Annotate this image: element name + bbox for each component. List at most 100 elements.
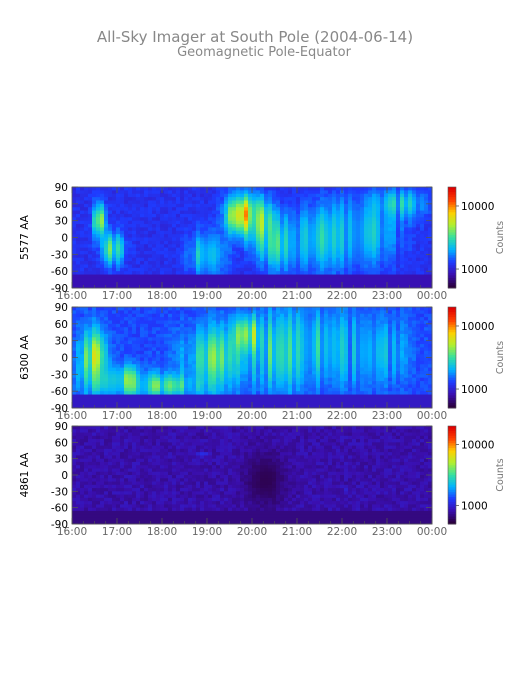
heatmap-cell bbox=[292, 401, 297, 406]
heatmap-cell bbox=[72, 347, 77, 352]
heatmap-cell bbox=[232, 227, 237, 232]
heatmap-cell bbox=[424, 247, 429, 252]
heatmap-cell bbox=[292, 384, 297, 389]
heatmap-cell bbox=[288, 277, 293, 282]
heatmap-cell bbox=[236, 190, 241, 195]
heatmap-cell bbox=[416, 187, 421, 191]
heatmap-cell bbox=[212, 333, 217, 338]
heatmap-cell bbox=[324, 200, 329, 205]
heatmap-cell bbox=[132, 354, 137, 358]
heatmap-cell bbox=[316, 310, 321, 315]
heatmap-cell bbox=[320, 227, 325, 232]
heatmap-cell bbox=[200, 281, 205, 286]
heatmap-cell bbox=[236, 203, 241, 208]
heatmap-cell bbox=[316, 213, 321, 218]
heatmap-cell bbox=[120, 250, 125, 255]
heatmap-cell bbox=[328, 370, 333, 375]
heatmap-cell bbox=[132, 227, 137, 232]
heatmap-cell bbox=[328, 207, 333, 211]
heatmap-cell bbox=[292, 230, 297, 235]
heatmap-cell bbox=[116, 404, 121, 409]
heatmap-cell bbox=[216, 227, 221, 232]
heatmap-cell bbox=[196, 271, 201, 275]
heatmap-cell bbox=[144, 374, 149, 379]
heatmap-cell bbox=[400, 277, 405, 282]
heatmap-cell bbox=[184, 261, 189, 265]
heatmap-cell bbox=[252, 337, 257, 342]
heatmap-cell bbox=[204, 344, 209, 348]
heatmap-cell bbox=[388, 244, 393, 248]
heatmap-cell bbox=[340, 344, 345, 348]
heatmap-cell bbox=[192, 350, 197, 355]
heatmap-cell bbox=[92, 330, 97, 335]
heatmap-cell bbox=[92, 333, 97, 338]
heatmap-cell bbox=[344, 357, 349, 362]
heatmap-cell bbox=[308, 203, 313, 208]
heatmap-cell bbox=[332, 340, 337, 345]
heatmap-cell bbox=[316, 197, 321, 201]
heatmap-cell bbox=[228, 277, 233, 282]
heatmap-cell bbox=[372, 217, 377, 222]
heatmap-cell bbox=[312, 384, 317, 389]
heatmap-cell bbox=[104, 377, 109, 382]
heatmap-cell bbox=[252, 190, 257, 195]
heatmap-cell bbox=[344, 307, 349, 311]
heatmap-cell bbox=[128, 387, 133, 392]
heatmap-cell bbox=[276, 257, 281, 262]
heatmap-cell bbox=[388, 207, 393, 211]
heatmap-cell bbox=[316, 397, 321, 402]
heatmap-cell bbox=[368, 203, 373, 208]
heatmap-cell bbox=[248, 227, 253, 232]
heatmap-cell bbox=[252, 377, 257, 382]
heatmap-cell bbox=[312, 313, 317, 318]
heatmap-cell bbox=[412, 254, 417, 259]
heatmap-cell bbox=[256, 350, 261, 355]
heatmap-cell bbox=[316, 370, 321, 375]
heatmap-cell bbox=[384, 264, 389, 269]
heatmap-cell bbox=[356, 210, 361, 215]
heatmap-cell bbox=[320, 247, 325, 252]
heatmap-cell bbox=[76, 250, 81, 255]
heatmap-cell bbox=[196, 357, 201, 362]
heatmap-cell bbox=[108, 401, 113, 406]
heatmap-cell bbox=[268, 340, 273, 345]
heatmap-cell bbox=[328, 364, 333, 368]
heatmap-cell bbox=[396, 247, 401, 252]
heatmap-cell bbox=[288, 244, 293, 248]
heatmap-cell bbox=[428, 234, 433, 238]
heatmap-cell bbox=[156, 274, 161, 279]
heatmap-cell bbox=[220, 224, 225, 228]
heatmap-cell bbox=[172, 220, 177, 225]
heatmap-cell bbox=[352, 354, 357, 358]
heatmap-cell bbox=[280, 203, 285, 208]
colorbar-segment bbox=[448, 194, 456, 198]
heatmap-cell bbox=[268, 377, 273, 382]
heatmap-cell bbox=[144, 240, 149, 245]
heatmap-cell bbox=[128, 230, 133, 235]
heatmap-cell bbox=[316, 234, 321, 238]
heatmap-cell bbox=[188, 217, 193, 222]
heatmap-cell bbox=[304, 190, 309, 195]
heatmap-cell bbox=[224, 274, 229, 279]
heatmap-cell bbox=[284, 220, 289, 225]
heatmap-cell bbox=[276, 247, 281, 252]
heatmap-cell bbox=[424, 187, 429, 191]
heatmap-cell bbox=[156, 200, 161, 205]
heatmap-cell bbox=[260, 224, 265, 228]
heatmap-cell bbox=[216, 340, 221, 345]
heatmap-cell bbox=[184, 187, 189, 191]
heatmap-cell bbox=[280, 320, 285, 325]
heatmap-cell bbox=[192, 217, 197, 222]
heatmap-cell bbox=[304, 207, 309, 211]
heatmap-cell bbox=[316, 244, 321, 248]
heatmap-cell bbox=[120, 320, 125, 325]
heatmap-cell bbox=[140, 234, 145, 238]
heatmap-cell bbox=[268, 203, 273, 208]
heatmap-cell bbox=[92, 240, 97, 245]
heatmap-cell bbox=[220, 387, 225, 392]
heatmap-cell bbox=[268, 284, 273, 289]
heatmap-cell bbox=[352, 244, 357, 248]
heatmap-cell bbox=[264, 360, 269, 365]
heatmap-cell bbox=[220, 213, 225, 218]
